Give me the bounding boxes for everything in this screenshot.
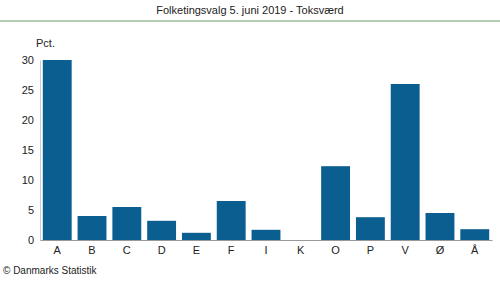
x-tick: C xyxy=(123,240,131,256)
bars xyxy=(43,60,489,240)
y-axis-line xyxy=(40,61,41,241)
y-axis: 0 5 10 15 20 25 30 xyxy=(22,54,41,246)
y-tick-label: 15 xyxy=(22,144,34,156)
x-tick-label: Å xyxy=(471,244,479,256)
annotation: © Danmarks Statistik xyxy=(3,265,98,276)
y-tick: 30 xyxy=(22,54,40,66)
x-tick-label: V xyxy=(402,244,410,256)
bar xyxy=(391,84,420,240)
x-axis-line xyxy=(41,240,493,241)
y-tick-label: 30 xyxy=(22,54,34,66)
title-rule xyxy=(0,21,500,22)
x-tick-label: P xyxy=(367,244,374,256)
x-axis: ABCDEFIKOPVØÅ xyxy=(41,240,493,256)
y-tick: 20 xyxy=(22,114,40,126)
y-tick-label: 0 xyxy=(28,234,34,246)
x-tick-label: A xyxy=(54,244,62,256)
x-tick: F xyxy=(228,240,235,256)
bar xyxy=(426,213,455,240)
x-tick: K xyxy=(297,240,305,256)
y-axis-title: Pct. xyxy=(36,37,55,49)
y-tick: 5 xyxy=(28,204,40,216)
x-tick: Å xyxy=(471,240,479,256)
bar xyxy=(356,217,385,240)
bar xyxy=(147,221,176,240)
x-tick: B xyxy=(88,240,95,256)
bar xyxy=(182,233,211,240)
bar xyxy=(43,60,72,240)
x-tick-label: B xyxy=(88,244,95,256)
y-tick: 0 xyxy=(28,234,40,246)
x-tick-label: K xyxy=(297,244,305,256)
bar xyxy=(78,216,107,240)
y-tick-label: 20 xyxy=(22,114,34,126)
y-tick: 10 xyxy=(22,174,40,186)
x-tick: I xyxy=(264,240,267,256)
x-tick-label: E xyxy=(193,244,200,256)
y-tick-label: 10 xyxy=(22,174,34,186)
x-tick-label: Ø xyxy=(436,244,445,256)
bar xyxy=(460,229,489,240)
bar xyxy=(286,240,315,241)
x-tick-label: D xyxy=(158,244,166,256)
bar xyxy=(112,207,141,240)
y-tick: 15 xyxy=(22,144,40,156)
x-tick-label: C xyxy=(123,244,131,256)
x-tick: O xyxy=(331,240,340,256)
x-tick-label: I xyxy=(264,244,267,256)
bar xyxy=(252,230,281,240)
x-tick: A xyxy=(54,240,62,256)
x-tick: P xyxy=(367,240,374,256)
x-tick: E xyxy=(193,240,200,256)
chart: Folketingsvalg 5. juni 2019 - Toksværd 0 5… xyxy=(0,0,500,282)
x-tick: Ø xyxy=(436,240,445,256)
y-tick-label: 25 xyxy=(22,84,34,96)
bar xyxy=(217,201,246,240)
bar xyxy=(321,166,350,240)
x-tick-label: F xyxy=(228,244,235,256)
y-tick-label: 5 xyxy=(28,204,34,216)
x-tick: D xyxy=(158,240,166,256)
title: Folketingsvalg 5. juni 2019 - Toksværd xyxy=(156,4,344,16)
x-tick: V xyxy=(402,240,410,256)
y-tick: 25 xyxy=(22,84,40,96)
x-tick-label: O xyxy=(331,244,340,256)
